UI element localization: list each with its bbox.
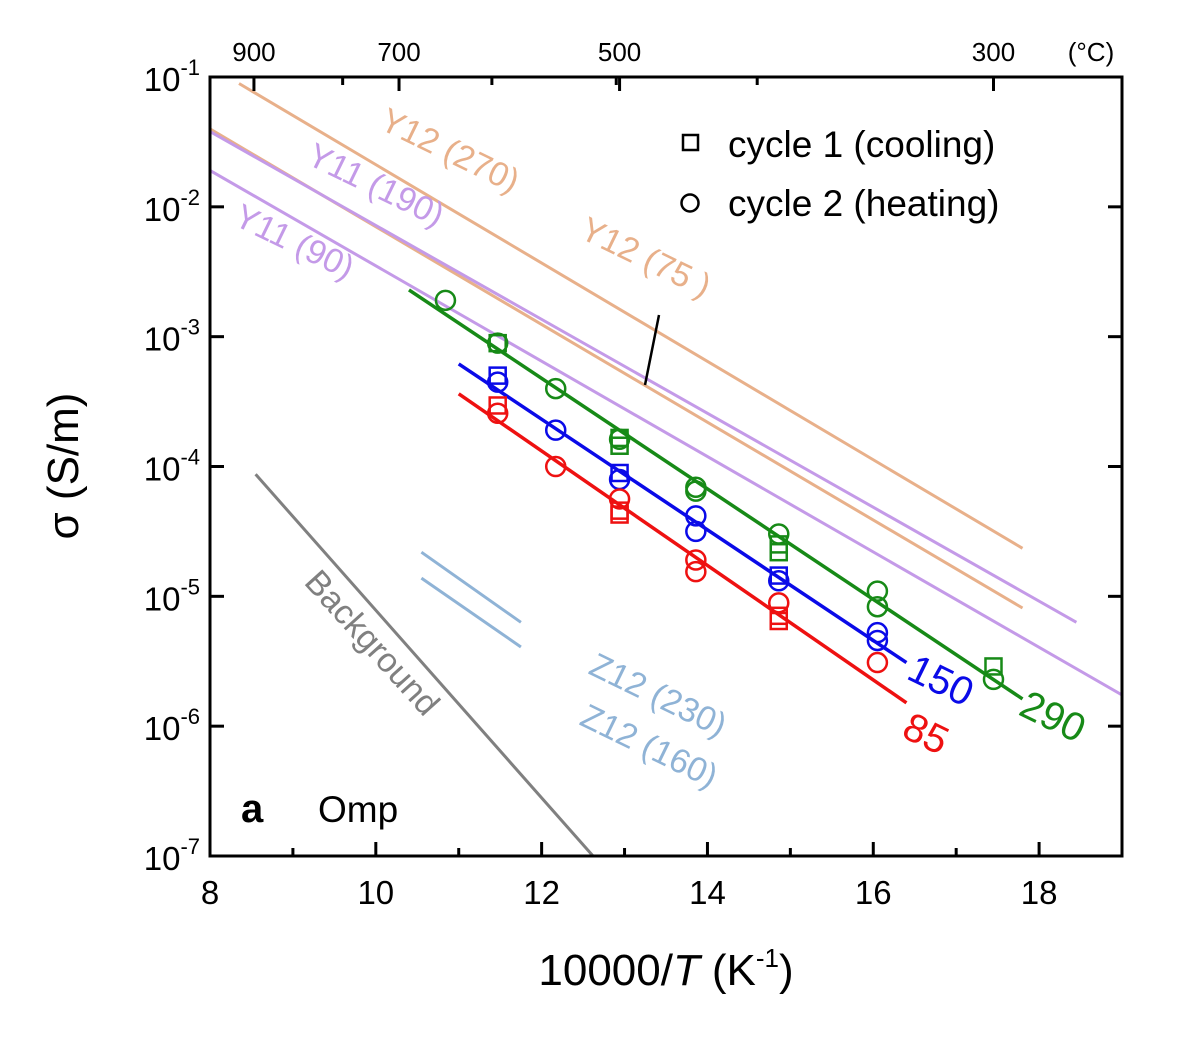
sample-label: Omp — [318, 789, 398, 830]
point-85-square-10 — [769, 611, 789, 631]
point-290-square-11 — [769, 542, 789, 562]
panel-label: a — [241, 787, 264, 831]
y-tick-base: 10 — [144, 321, 181, 358]
y-tick-exp: -6 — [180, 704, 200, 729]
x-axis-title-prefix: 10000/ — [538, 946, 673, 995]
point-150-circle-8 — [768, 570, 790, 592]
y-tick-exp: -1 — [180, 55, 200, 80]
legend-circle-marker — [680, 193, 700, 213]
legend-label-cycle1: cycle 1 (cooling) — [728, 124, 995, 165]
y-tick-label: 10-7 — [144, 834, 200, 877]
y-tick-exp: -4 — [180, 445, 200, 470]
fit-line-150 — [457, 362, 908, 665]
point-85-circle-11 — [866, 651, 889, 674]
x-tick-label: 14 — [689, 874, 726, 911]
point-85-circle-3 — [608, 488, 631, 510]
ref-line-y11-90 — [210, 169, 1122, 697]
top-axis-unit: (°C) — [1068, 37, 1115, 67]
x-tick-label: 16 — [855, 874, 892, 911]
y-axis-title: σ (S/m) — [39, 393, 88, 540]
top-tick-label: 700 — [377, 37, 420, 67]
y-tick-label: 10-4 — [144, 445, 200, 488]
y-tick-label: 10-1 — [144, 55, 200, 98]
ref-label-y11-90: Y11 (90) — [228, 197, 360, 287]
point-290-circle-0 — [434, 289, 457, 312]
top-tick-label: 900 — [232, 37, 275, 67]
y-tick-label: 10-3 — [144, 315, 200, 358]
point-150-circle-5 — [685, 505, 707, 527]
y-tick-base: 10 — [144, 191, 181, 228]
point-85-circle-1 — [486, 402, 509, 425]
point-150-circle-9 — [866, 621, 889, 644]
point-290-square-1 — [488, 333, 507, 353]
legend-label-cycle2: cycle 2 (heating) — [728, 183, 999, 224]
point-290-square-14 — [984, 657, 1003, 676]
ref-line-y12-270 — [238, 82, 1024, 550]
top-tick-label: 500 — [598, 37, 641, 67]
y-tick-exp: -7 — [180, 834, 200, 859]
y-tick-label: 10-6 — [144, 704, 200, 747]
ref-line-z12-160 — [420, 576, 522, 649]
point-290-circle-12 — [866, 580, 889, 602]
point-150-circle-6 — [685, 520, 707, 543]
y12-75-leader-line — [643, 314, 661, 386]
legend: cycle 1 (cooling) cycle 2 (heating) — [680, 124, 999, 224]
point-150-circle-2 — [544, 419, 567, 441]
ref-label-background: Background — [297, 563, 447, 723]
point-85-circle-8 — [768, 592, 790, 614]
point-290-circle-13 — [866, 595, 889, 618]
y-tick-base: 10 — [144, 451, 181, 488]
point-290-circle-6 — [608, 428, 631, 450]
point-290-circle-2 — [486, 332, 509, 354]
reference-lines — [210, 82, 1122, 856]
y-tick-exp: -3 — [180, 315, 200, 340]
x-axis-title-unit: (K — [712, 946, 756, 995]
legend-square-marker — [681, 133, 700, 152]
y-tick-base: 10 — [144, 61, 181, 98]
x-axis-title-unit-exp: -1 — [756, 943, 779, 973]
x-tick-label: 8 — [201, 874, 219, 911]
point-85-circle-7 — [685, 560, 707, 583]
point-85-circle-6 — [685, 549, 707, 571]
axis-ticks: 8 10 12 14 16 1810-110-210-310-410-510-610-79… — [144, 37, 1122, 911]
point-290-circle-8 — [685, 480, 707, 502]
y-tick-label: 10-2 — [144, 185, 200, 228]
fit-label-290: 290 — [1013, 683, 1092, 752]
fit-label-150: 150 — [901, 647, 980, 716]
x-tick-label: 10 — [357, 874, 394, 911]
point-290-circle-3 — [544, 377, 567, 400]
x-axis-title: 10000/T (K-1) — [538, 943, 793, 995]
y-tick-exp: -2 — [180, 185, 200, 210]
point-85-square-0 — [488, 396, 507, 415]
point-85-circle-2 — [544, 455, 567, 478]
point-150-circle-10 — [866, 629, 889, 652]
x-tick-label: 18 — [1021, 874, 1058, 911]
ref-line-y11-190 — [210, 130, 1078, 624]
point-290-circle-15 — [982, 668, 1005, 691]
ref-label-y12-75: Y12 (75 ) — [574, 210, 716, 305]
fit-lines — [408, 288, 1024, 705]
fit-label-85: 85 — [896, 705, 955, 764]
x-axis-title-unit-close: ) — [779, 946, 794, 995]
y-tick-label: 10-5 — [144, 574, 200, 617]
data-markers — [434, 289, 1005, 691]
y-tick-base: 10 — [144, 840, 181, 877]
fit-line-290 — [408, 288, 1024, 701]
ref-line-background — [254, 473, 595, 856]
point-150-circle-1 — [486, 371, 509, 393]
top-tick-label: 300 — [972, 37, 1015, 67]
point-85-square-5 — [610, 505, 629, 524]
y-tick-exp: -5 — [180, 574, 200, 599]
fit-line-85 — [457, 392, 908, 705]
x-axis-title-var: T — [673, 946, 703, 995]
ref-line-z12-230 — [420, 550, 522, 624]
y-tick-base: 10 — [144, 580, 181, 617]
y-tick-base: 10 — [144, 710, 181, 747]
x-tick-label: 12 — [523, 874, 560, 911]
